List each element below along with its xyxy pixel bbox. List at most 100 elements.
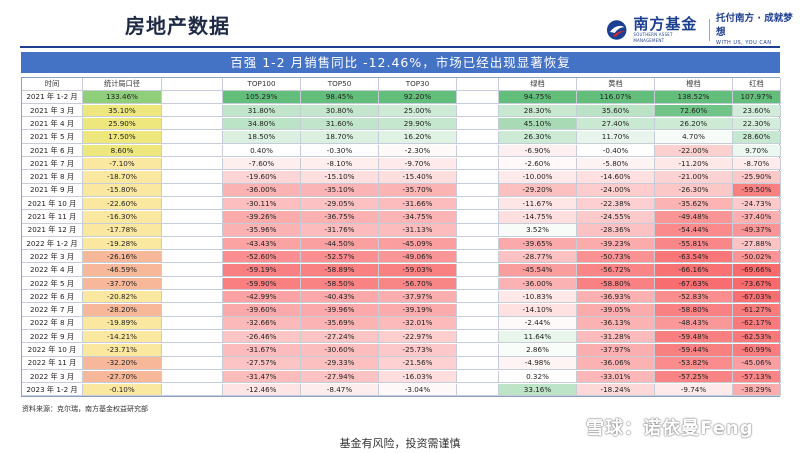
cell-green-tier: -29.20% xyxy=(499,184,577,197)
cell-red-tier: -57.13% xyxy=(733,370,781,384)
table-row: 2022 年 11 月 -32.20% -27.57% -29.33% -21.56% -… xyxy=(22,357,781,370)
column-header-stat-bureau: 统计局口径 xyxy=(83,78,162,91)
table-row: 2022 年 8 月 -19.89% -32.66% -35.69% -32.01% -2… xyxy=(22,317,781,330)
page-title: 房地产数据 xyxy=(125,14,230,38)
cell-stat-bureau: 133.46% xyxy=(83,91,162,104)
cell-stat-bureau: -17.78% xyxy=(83,224,162,237)
column-header-top100: TOP100 xyxy=(223,78,301,91)
cell-stat-bureau: 35.10% xyxy=(83,104,162,118)
cell-stat-bureau: 17.50% xyxy=(83,131,162,144)
cell-period: 2022 年 6 月 xyxy=(22,290,83,304)
brand-logo: 南方基金 SOUTHERN ASSET MANAGEMENT 托付南方 · 成就… xyxy=(606,12,800,47)
cell-stat-bureau: -19.89% xyxy=(83,317,162,330)
cell-green-tier: -14.10% xyxy=(499,304,577,317)
cell-period: 2022 年 5 月 xyxy=(22,277,83,290)
cell-orange-tier: 26.20% xyxy=(655,117,733,131)
cell-period: 2022 年 7 月 xyxy=(22,304,83,317)
cell-stat-bureau: -37.70% xyxy=(83,277,162,290)
risk-disclaimer: 基金有风险，投资需谨慎 xyxy=(339,437,461,450)
cell-top100: 18.50% xyxy=(223,131,301,144)
cell-yellow-tier: -36.93% xyxy=(577,290,655,304)
cell-stat-bureau: -32.20% xyxy=(83,357,162,370)
cell-top100: -31.47% xyxy=(223,370,301,384)
table-row: 2021 年 3 月 35.10% 31.80% 30.80% 25.00% 28.30%… xyxy=(22,104,781,118)
cell-stat-bureau: 8.60% xyxy=(83,144,162,157)
cell-top100: -52.60% xyxy=(223,250,301,264)
cell-red-tier: -50.02% xyxy=(733,250,781,264)
cell-green-tier: 28.30% xyxy=(499,104,577,118)
cell-top30: -21.56% xyxy=(379,357,457,370)
cell-orange-tier: -53.82% xyxy=(655,357,733,370)
cell-orange-tier: -67.63% xyxy=(655,277,733,290)
cell-gap xyxy=(162,264,223,277)
cell-orange-tier: 4.70% xyxy=(655,131,733,144)
cell-top30: -2.30% xyxy=(379,144,457,157)
cell-top100: -35.96% xyxy=(223,224,301,237)
cell-period: 2022 年 3 月 xyxy=(22,250,83,264)
cell-yellow-tier: -5.80% xyxy=(577,157,655,171)
cell-top30: -15.40% xyxy=(379,171,457,184)
cell-gap xyxy=(457,330,499,344)
cell-top100: 105.29% xyxy=(223,91,301,104)
cell-gap xyxy=(457,250,499,264)
cell-period: 2021 年 11 月 xyxy=(22,211,83,224)
cell-top30: 92.20% xyxy=(379,91,457,104)
cell-top50: -29.05% xyxy=(301,197,379,211)
slogan-english: WITH US, YOU CAN xyxy=(716,40,772,46)
cell-gap xyxy=(457,91,499,104)
table-row: 2021 年 10 月 -22.60% -30.11% -29.05% -31.66% -… xyxy=(22,197,781,211)
cell-gap xyxy=(162,104,223,118)
cell-yellow-tier: -37.97% xyxy=(577,344,655,357)
cell-top100: -32.66% xyxy=(223,317,301,330)
column-header-gap xyxy=(457,78,499,91)
logo-subtitle: SOUTHERN ASSET MANAGEMENT xyxy=(633,31,673,43)
cell-yellow-tier: -58.80% xyxy=(577,277,655,290)
cell-top50: -30.60% xyxy=(301,344,379,357)
cell-gap xyxy=(162,304,223,317)
cell-period: 2021 年 7 月 xyxy=(22,157,83,171)
cell-gap xyxy=(162,211,223,224)
cell-top30: -45.09% xyxy=(379,237,457,251)
column-header-green-tier: 绿档 xyxy=(499,78,577,91)
cell-top100: 31.80% xyxy=(223,104,301,118)
cell-top100: -7.60% xyxy=(223,157,301,171)
table-row: 2021 年 5 月 17.50% 18.50% 18.70% 16.20% 26.30%… xyxy=(22,131,781,144)
cell-top100: -59.19% xyxy=(223,264,301,277)
cell-period: 2022 年 9 月 xyxy=(22,330,83,344)
cell-top50: -35.69% xyxy=(301,317,379,330)
cell-period: 2022 年 1-2 月 xyxy=(22,237,83,251)
cell-orange-tier: -59.44% xyxy=(655,344,733,357)
cell-yellow-tier: -56.72% xyxy=(577,264,655,277)
cell-orange-tier: -21.00% xyxy=(655,171,733,184)
cell-yellow-tier: -28.36% xyxy=(577,224,655,237)
cell-top50: 18.70% xyxy=(301,131,379,144)
cell-top50: -44.50% xyxy=(301,237,379,251)
cell-period: 2021 年 6 月 xyxy=(22,144,83,157)
logo-name: 南方基金 xyxy=(633,14,698,33)
cell-top30: -22.97% xyxy=(379,330,457,344)
cell-gap xyxy=(457,370,499,384)
table-row: 2022 年 6 月 -20.82% -42.99% -40.43% -37.97% -1… xyxy=(22,290,781,304)
cell-gap xyxy=(162,157,223,171)
cell-top50: 31.60% xyxy=(301,117,379,131)
cell-orange-tier: -52.83% xyxy=(655,290,733,304)
cell-top100: -31.67% xyxy=(223,344,301,357)
cell-green-tier: -45.54% xyxy=(499,264,577,277)
data-source: 资料来源：克尔瑞，南方基金权益研究部 xyxy=(22,405,148,413)
cell-orange-tier: -57.25% xyxy=(655,370,733,384)
cell-gap xyxy=(457,317,499,330)
table-row: 2021 年 1-2 月 133.46% 105.29% 98.45% 92.20% 94… xyxy=(22,91,781,104)
cell-stat-bureau: -15.80% xyxy=(83,184,162,197)
cell-red-tier: 9.70% xyxy=(733,144,781,157)
cell-period: 2021 年 12 月 xyxy=(22,224,83,237)
cell-gap xyxy=(162,370,223,384)
cell-yellow-tier: 35.60% xyxy=(577,104,655,118)
cell-gap xyxy=(457,224,499,237)
cell-stat-bureau: -16.30% xyxy=(83,211,162,224)
cell-top50: -35.10% xyxy=(301,184,379,197)
cell-stat-bureau: -28.20% xyxy=(83,304,162,317)
cell-red-tier: -25.90% xyxy=(733,171,781,184)
cell-red-tier: -49.37% xyxy=(733,224,781,237)
column-header-period: 时间 xyxy=(22,78,83,91)
cell-period: 2022 年 11 月 xyxy=(22,357,83,370)
